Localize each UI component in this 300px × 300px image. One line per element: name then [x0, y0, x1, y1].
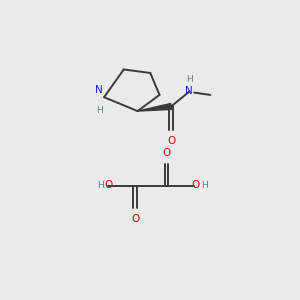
Text: H: H — [97, 181, 104, 190]
Text: N: N — [95, 85, 103, 95]
Polygon shape — [138, 103, 172, 111]
Text: H: H — [201, 181, 208, 190]
Text: H: H — [96, 106, 103, 115]
Text: H: H — [186, 75, 193, 84]
Text: O: O — [131, 214, 140, 224]
Text: O: O — [105, 181, 113, 190]
Text: N: N — [184, 86, 192, 96]
Text: O: O — [167, 136, 175, 146]
Text: O: O — [162, 148, 171, 158]
Text: O: O — [191, 181, 200, 190]
